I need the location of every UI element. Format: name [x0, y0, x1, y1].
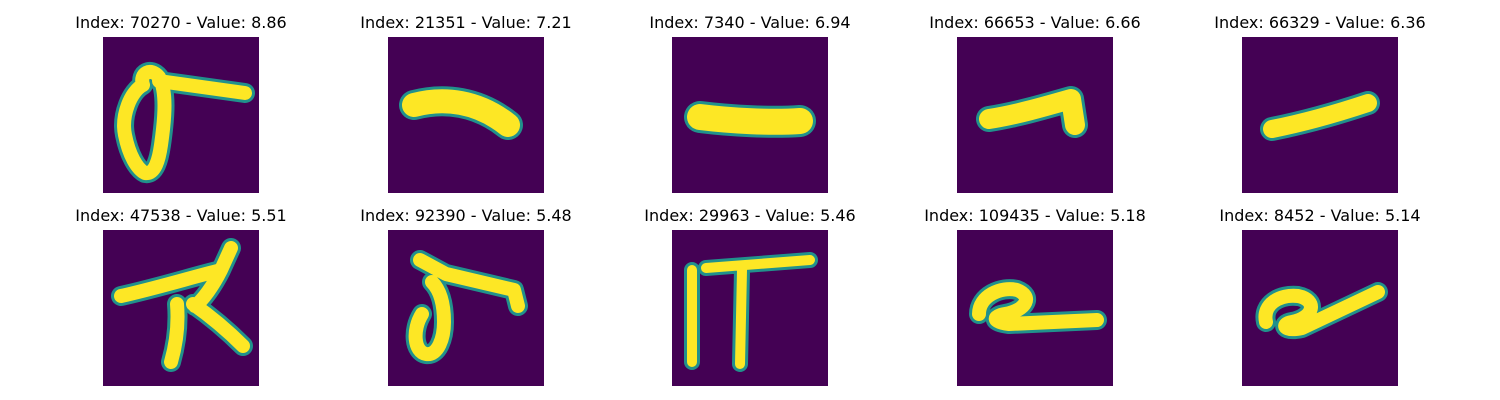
panel-title: Index: 109435 - Value: 5.18 — [924, 206, 1146, 225]
panel-image — [1242, 230, 1398, 386]
glyph-image — [388, 37, 544, 193]
glyph-image — [388, 230, 544, 386]
glyph-image — [957, 230, 1113, 386]
glyph-image — [1242, 230, 1398, 386]
panel-image — [672, 230, 828, 386]
glyph-image — [103, 37, 259, 193]
glyph-image — [672, 37, 828, 193]
panel-title: Index: 66653 - Value: 6.66 — [929, 13, 1141, 32]
panel-title: Index: 7340 - Value: 6.94 — [649, 13, 851, 32]
panel-image — [103, 37, 259, 193]
glyph-image — [957, 37, 1113, 193]
glyph-image — [1242, 37, 1398, 193]
panel-title: Index: 66329 - Value: 6.36 — [1214, 13, 1426, 32]
panel-title: Index: 21351 - Value: 7.21 — [360, 13, 572, 32]
panel-image — [388, 37, 544, 193]
panel-title: Index: 92390 - Value: 5.48 — [360, 206, 572, 225]
glyph-image — [103, 230, 259, 386]
panel-image — [672, 37, 828, 193]
panel-image — [103, 230, 259, 386]
panel-image — [957, 230, 1113, 386]
glyph-image — [672, 230, 828, 386]
panel-title: Index: 70270 - Value: 8.86 — [75, 13, 287, 32]
panel-image — [1242, 37, 1398, 193]
panel-image — [957, 37, 1113, 193]
panel-title: Index: 29963 - Value: 5.46 — [644, 206, 856, 225]
panel-title: Index: 8452 - Value: 5.14 — [1219, 206, 1421, 225]
panel-title: Index: 47538 - Value: 5.51 — [75, 206, 287, 225]
panel-image — [388, 230, 544, 386]
